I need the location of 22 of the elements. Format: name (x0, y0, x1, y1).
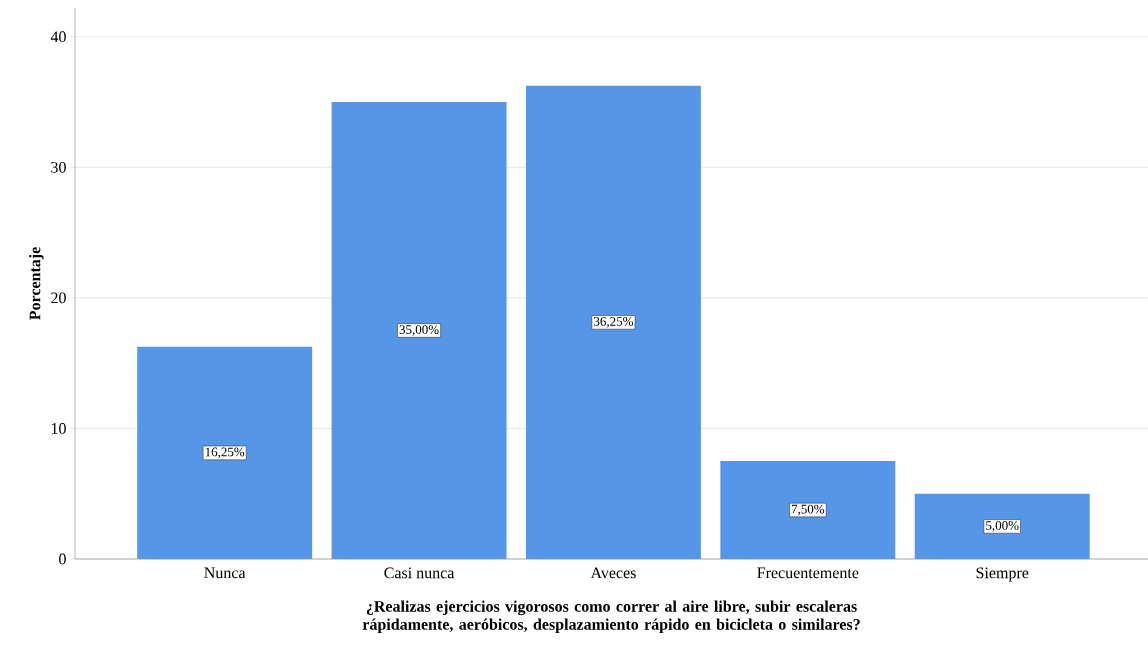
x-tick-label: Casi nunca (384, 567, 455, 579)
x-axis-title: ¿Realizas ejercicios vigorosos como correr al aire libre, subir escaleras rápidamente, aeróbicos, desplazamiento rápido en bicicleta o similares? (362, 600, 860, 634)
data-label: 7,50% (791, 504, 825, 516)
y-tick-label: 10 (51, 423, 66, 434)
bar (331, 102, 507, 559)
data-label: 35,00% (399, 325, 439, 336)
x-tick-label: Frecuentemente (757, 567, 859, 579)
y-tick-label: 20 (51, 292, 66, 304)
y-tick-label: 0 (59, 553, 66, 565)
y-tick-label: 40 (50, 31, 66, 43)
y-tick-label: 30 (51, 161, 66, 173)
bar (137, 346, 313, 559)
x-tick-label: Nunca (204, 567, 246, 579)
x-tick-label: Siempre (976, 567, 1029, 582)
data-label: 16,25% (205, 447, 245, 459)
bar (525, 85, 701, 559)
bar (914, 493, 1090, 559)
bar (720, 461, 896, 559)
y-axis-title: Porcentaje (29, 247, 44, 320)
data-label: 36,25% (594, 317, 634, 328)
x-tick-label: Aveces (590, 567, 636, 579)
data-label: 5,00% (986, 521, 1019, 532)
